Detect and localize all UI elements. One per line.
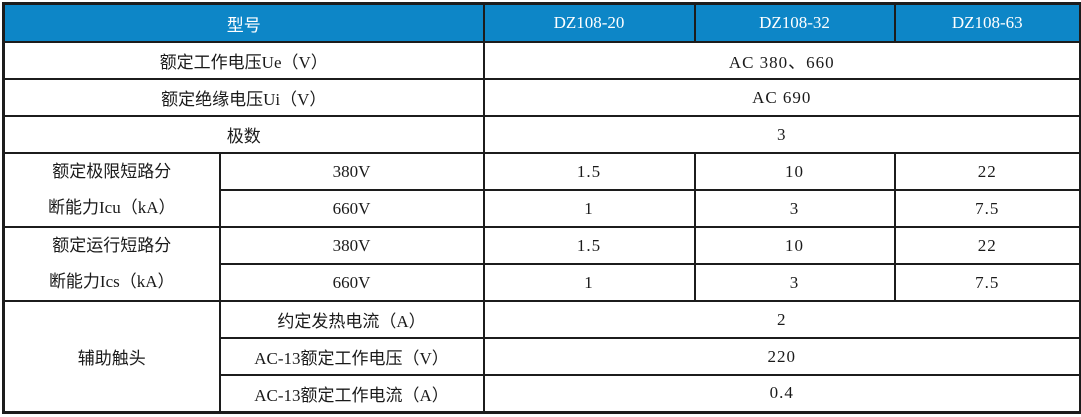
value-cell: 3 bbox=[693, 189, 896, 228]
value-cell: 22 bbox=[893, 152, 1081, 191]
group-label-ics-line2: 断能力Ics（kA） bbox=[48, 272, 175, 291]
group-label-icu-line2: 断能力Icu（kA） bbox=[48, 198, 176, 217]
table-row-icu-660v: 660V 1 3 7.5 bbox=[4, 189, 1081, 228]
row-label: 额定工作电压Ue（V） bbox=[2, 41, 485, 80]
sub-label-voltage: 380V bbox=[218, 152, 485, 191]
table-row-aux-ac13-voltage: AC-13额定工作电压（V） 220 bbox=[4, 337, 1081, 376]
group-label-icu-line1: 额定极限短路分 bbox=[52, 162, 172, 181]
sub-label: AC-13额定工作电压（V） bbox=[218, 337, 485, 376]
value-cell: 1 bbox=[482, 189, 696, 228]
header-model-dz108-63: DZ108-63 bbox=[893, 2, 1081, 43]
row-value: 220 bbox=[482, 337, 1081, 376]
group-label-auxiliary: 辅助触头 bbox=[2, 300, 221, 413]
row-label: 极数 bbox=[2, 115, 485, 154]
value-cell: 22 bbox=[893, 226, 1081, 265]
sub-label: AC-13额定工作电流（A） bbox=[218, 374, 485, 413]
row-value: 0.4 bbox=[482, 374, 1081, 413]
group-label-icu: 额定极限短路分 断能力Icu（kA） bbox=[2, 152, 221, 228]
value-cell: 1.5 bbox=[482, 226, 696, 265]
value-cell: 7.5 bbox=[893, 263, 1081, 302]
sub-label-voltage: 380V bbox=[218, 226, 485, 265]
table-row-aux-thermal-current: 辅助触头 约定发热电流（A） 2 bbox=[2, 300, 1081, 413]
table-header-row: 型号 DZ108-20 DZ108-32 DZ108-63 bbox=[2, 2, 1081, 43]
sub-label-voltage: 660V bbox=[218, 263, 485, 302]
row-value: 3 bbox=[482, 115, 1081, 154]
value-cell: 1.5 bbox=[482, 152, 696, 191]
table-row-rated-working-voltage: 额定工作电压Ue（V） AC 380、660 bbox=[2, 41, 1081, 80]
group-label-ics-line1: 额定运行短路分 bbox=[52, 236, 172, 255]
row-value: 2 bbox=[482, 300, 1081, 339]
value-cell: 7.5 bbox=[893, 189, 1081, 228]
table-row-icu-380v: 额定极限短路分 断能力Icu（kA） 380V 1.5 10 22 bbox=[2, 152, 1081, 228]
table-row-poles: 极数 3 bbox=[2, 115, 1081, 154]
row-value: AC 690 bbox=[482, 78, 1081, 117]
table-row-ics-380v: 额定运行短路分 断能力Ics（kA） 380V 1.5 10 22 bbox=[2, 226, 1081, 302]
table-row-rated-insulation-voltage: 额定绝缘电压Ui（V） AC 690 bbox=[2, 78, 1081, 117]
header-model-label: 型号 bbox=[2, 2, 485, 43]
row-value: AC 380、660 bbox=[482, 41, 1081, 80]
header-model-dz108-20: DZ108-20 bbox=[482, 2, 696, 43]
value-cell: 10 bbox=[693, 152, 896, 191]
value-cell: 3 bbox=[693, 263, 896, 302]
sub-label: 约定发热电流（A） bbox=[218, 300, 485, 339]
row-label: 额定绝缘电压Ui（V） bbox=[2, 78, 485, 117]
value-cell: 10 bbox=[693, 226, 896, 265]
value-cell: 1 bbox=[482, 263, 696, 302]
group-label-ics: 额定运行短路分 断能力Ics（kA） bbox=[2, 226, 221, 302]
header-model-dz108-32: DZ108-32 bbox=[693, 2, 896, 43]
table-row-ics-660v: 660V 1 3 7.5 bbox=[4, 263, 1081, 302]
table-row-aux-ac13-current: AC-13额定工作电流（A） 0.4 bbox=[4, 374, 1081, 413]
sub-label-voltage: 660V bbox=[218, 189, 485, 228]
